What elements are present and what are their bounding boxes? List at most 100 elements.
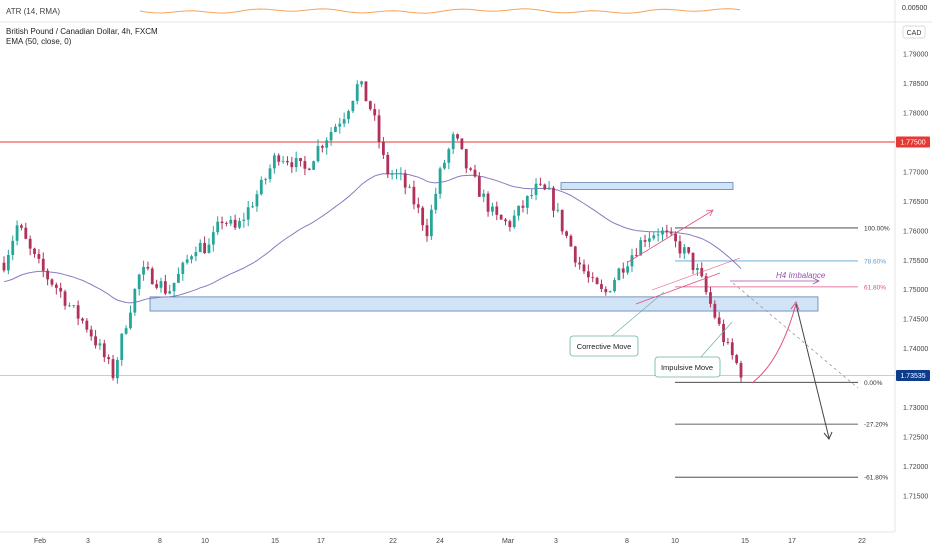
candle-body-128: [560, 209, 564, 232]
price-tick-12: 1.73000: [903, 405, 928, 412]
candle-body-12: [54, 284, 58, 288]
currency-badge[interactable]: [902, 25, 926, 39]
candle-body-143: [626, 266, 630, 273]
candle-body-58: [255, 194, 259, 207]
candle-body-161: [704, 276, 708, 293]
candle-body-22: [98, 343, 102, 346]
time-tick-0: Feb: [34, 538, 46, 545]
time-tick-2: 8: [158, 538, 162, 545]
candle-body-156: [682, 247, 686, 254]
candle-body-109: [477, 176, 481, 197]
time-tick-3: 10: [201, 538, 209, 545]
candle-body-148: [648, 238, 651, 242]
candle-body-40: [177, 273, 180, 283]
candle-body-13: [59, 287, 63, 292]
candle-body-80: [351, 100, 355, 112]
candle-body-27: [120, 333, 124, 361]
candle-body-51: [225, 223, 228, 224]
target-arrowhead: [823, 431, 833, 440]
time-tick-12: 15: [741, 538, 749, 545]
candle-body-121: [530, 195, 534, 197]
candle-body-164: [717, 317, 721, 324]
price-tick-5: 1.76500: [903, 199, 928, 206]
candle-body-140: [613, 280, 616, 292]
candle-body-116: [508, 221, 512, 228]
candle-body-136: [595, 277, 599, 285]
impulsive-move-callout[interactable]: [654, 356, 721, 378]
candle-body-150: [656, 234, 660, 236]
candle-body-111: [486, 193, 490, 212]
candle-body-45: [198, 242, 202, 253]
candle-body-73: [320, 146, 324, 148]
candle-body-69: [303, 161, 307, 169]
candle-body-135: [591, 277, 595, 279]
candle-body-137: [600, 284, 603, 290]
candle-body-131: [573, 246, 577, 263]
resistance-price-text: 1.77500: [900, 139, 925, 146]
candle-body-65: [286, 160, 289, 163]
candle-body-130: [569, 235, 573, 247]
candle-body-103: [451, 134, 455, 150]
candle-body-46: [203, 242, 207, 254]
candle-body-120: [525, 196, 529, 208]
candle-body-53: [233, 219, 237, 228]
imbalance-arrowhead: [812, 277, 820, 285]
candle-body-36: [159, 281, 163, 288]
candle-body-145: [634, 255, 638, 256]
candle-body-151: [661, 230, 664, 235]
candle-body-72: [316, 146, 320, 162]
candle-body-11: [50, 279, 54, 285]
candle-body-16: [72, 305, 76, 307]
channel-lower-line: [635, 272, 721, 305]
candle-body-6: [28, 238, 32, 249]
pullback-arrow: [751, 303, 797, 384]
candle-body-153: [669, 232, 673, 234]
candle-body-106: [464, 149, 468, 169]
time-tick-8: Mar: [502, 538, 515, 545]
candle-body-117: [512, 215, 516, 228]
candle-body-129: [565, 231, 568, 236]
candle-body-141: [617, 268, 621, 281]
ema-legend: EMA (50, close, 0): [6, 37, 72, 46]
candle-body-127: [556, 209, 560, 211]
candle-body-142: [621, 268, 625, 273]
candle-body-162: [709, 292, 712, 304]
price-tick-9: 1.74500: [903, 317, 928, 324]
corrective-move-text: Corrective Move: [577, 342, 632, 351]
candle-body-76: [334, 126, 337, 132]
time-tick-7: 24: [436, 538, 444, 545]
candle-body-32: [142, 266, 145, 275]
time-tick-1: 3: [86, 538, 90, 545]
candle-body-97: [425, 225, 429, 237]
price-tick-1: 1.78500: [903, 81, 928, 88]
demand-zone[interactable]: [149, 296, 819, 312]
candle-body-2: [11, 240, 15, 255]
candle-body-24: [107, 357, 111, 360]
candle-body-77: [338, 123, 342, 127]
fib-label-3: 0.00%: [864, 380, 883, 387]
fib-label-4: -27.20%: [864, 422, 888, 429]
candle-body-112: [491, 206, 494, 212]
candle-body-119: [521, 205, 525, 208]
candle-body-134: [586, 271, 590, 278]
candle-body-158: [691, 252, 695, 270]
candle-body-154: [674, 233, 677, 242]
h4-imbalance-label: H4 Imbalance: [776, 271, 826, 280]
corrective-move-callout[interactable]: [569, 335, 639, 357]
candle-body-102: [447, 149, 451, 163]
candle-body-57: [251, 206, 254, 208]
atr-indicator-line: [139, 8, 741, 14]
candle-body-48: [211, 232, 215, 245]
candle-body-47: [207, 244, 211, 254]
candle-body-167: [730, 342, 734, 356]
ema-line: [3, 173, 742, 304]
atr-label: ATR (14, RMA): [6, 7, 60, 16]
fib-label-2: 61.80%: [864, 284, 886, 291]
candle-body-166: [726, 342, 730, 343]
candle-body-138: [604, 289, 608, 293]
candle-body-118: [517, 205, 520, 216]
supply-zone[interactable]: [560, 182, 734, 191]
candle-body-110: [482, 193, 486, 197]
channel-mid-line: [651, 257, 741, 291]
